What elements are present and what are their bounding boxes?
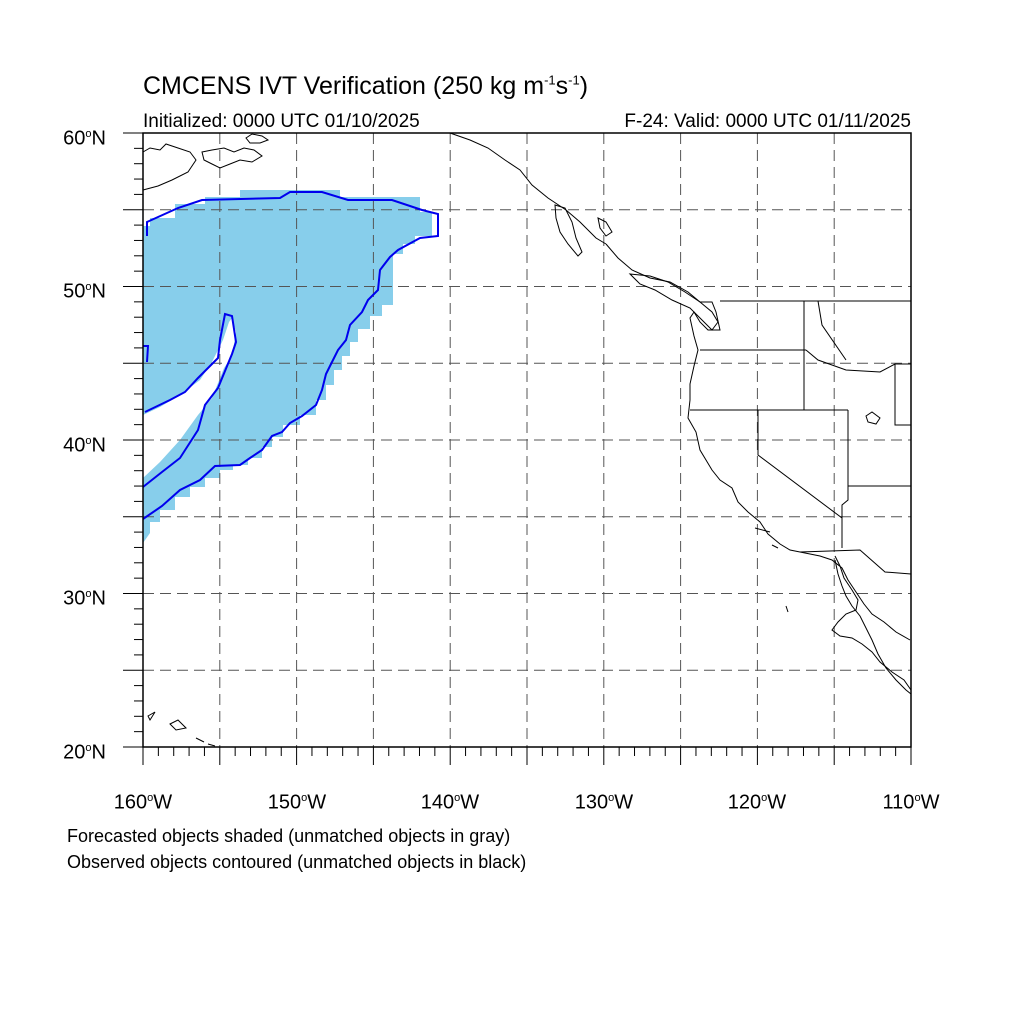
footnote-forecast: Forecasted objects shaded (unmatched obj… [67, 826, 511, 846]
forecast-object-main [143, 190, 432, 543]
lon-label-130w: 130oW [574, 791, 634, 814]
footnote-observed: Observed objects contoured (unmatched ob… [67, 852, 527, 872]
lon-label-120w: 120oW [727, 791, 787, 814]
lat-label-50: 50oN [63, 280, 106, 303]
coastlines-and-borders [142, 132, 912, 747]
init-time-label: Initialized: 0000 UTC 01/10/2025 [143, 111, 420, 132]
lat-label-40: 40oN [63, 434, 106, 457]
lon-label-160w: 160oW [113, 791, 173, 814]
alaska-coast [142, 132, 607, 245]
lat-label-30: 30oN [63, 587, 106, 610]
lon-label-110w: 110oW [882, 791, 940, 814]
valid-time-label: F-24: Valid: 0000 UTC 01/11/2025 [624, 111, 911, 132]
bc-islands [554, 204, 719, 331]
lon-label-150w: 150oW [267, 791, 327, 814]
map-title: CMCENS IVT Verification (250 kg m-1s-1) [143, 72, 589, 100]
baja-peninsula [834, 559, 912, 695]
map-frame [123, 132, 912, 765]
grid-lines [143, 133, 911, 747]
observed-ivt-contour [143, 191, 439, 520]
lat-label-20: 20oN [63, 741, 106, 764]
forecast-object-gap [143, 318, 236, 478]
west-coast [605, 243, 912, 691]
lat-label-60: 60oN [63, 127, 106, 150]
lon-label-140w: 140oW [420, 791, 480, 814]
forecast-ivt-object [143, 190, 432, 543]
lake-and-island-details [147, 411, 881, 747]
state-borders [690, 300, 912, 575]
